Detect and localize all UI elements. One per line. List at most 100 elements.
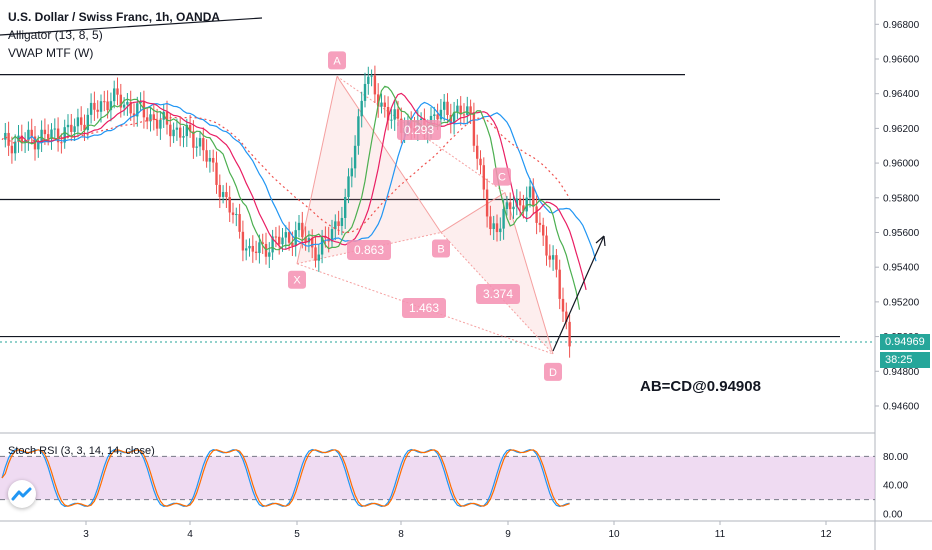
- candle-body: [136, 103, 139, 117]
- candle-body: [83, 124, 86, 131]
- candle-body: [393, 109, 396, 120]
- pattern-leg: [504, 192, 554, 355]
- candle-body: [155, 119, 159, 129]
- candle-body: [185, 124, 188, 137]
- candle-body: [76, 117, 80, 127]
- candle-body: [436, 114, 439, 120]
- candle-body: [291, 242, 294, 246]
- candle-body: [47, 134, 50, 139]
- candle-body: [251, 245, 254, 252]
- candle-body: [205, 150, 208, 162]
- x-tick-label: 8: [398, 529, 404, 540]
- candle-body: [320, 236, 324, 255]
- ratio-box: [402, 298, 446, 318]
- candle-body: [56, 128, 60, 143]
- candle-body: [192, 131, 195, 148]
- candle-body: [14, 141, 17, 154]
- candle-body: [43, 129, 47, 135]
- x-tick-label: 3: [83, 529, 89, 540]
- candle-body: [182, 136, 185, 138]
- candle-body: [324, 236, 327, 239]
- candle-body: [281, 237, 284, 245]
- candle-body: [545, 235, 548, 256]
- candle-body: [73, 126, 76, 132]
- candle-body: [396, 109, 400, 119]
- candle-body: [558, 269, 561, 299]
- x-tick-label: 5: [294, 529, 300, 540]
- candle-body: [50, 129, 53, 139]
- candle-body: [568, 321, 571, 347]
- pattern-point-label: A: [333, 55, 341, 67]
- candle-body: [495, 223, 499, 233]
- chart-title: U.S. Dollar / Swiss Franc, 1h, OANDA: [8, 10, 221, 24]
- ratio-label: 0.293: [404, 123, 434, 137]
- candle-body: [245, 248, 248, 251]
- candle-body: [462, 114, 466, 116]
- stoch-rsi-d-line: [1, 449, 570, 507]
- candle-body: [512, 206, 515, 210]
- candle-body: [7, 132, 10, 146]
- candle-body: [225, 192, 228, 198]
- pattern-point-box: [288, 270, 306, 289]
- pattern-point-box: [544, 362, 562, 381]
- candle-body: [202, 138, 205, 151]
- candle-body: [502, 208, 505, 229]
- candle-body: [479, 158, 482, 166]
- candle-body: [419, 118, 423, 121]
- alligator-lips-line: [11, 85, 581, 310]
- candle-body: [238, 214, 241, 232]
- candle-body: [443, 101, 446, 110]
- y-tick-label: 0.94600: [883, 401, 920, 412]
- candle-body: [17, 135, 20, 142]
- candle-body: [119, 94, 122, 108]
- candle-body: [433, 114, 436, 116]
- candle-body: [10, 145, 14, 154]
- candle-body: [548, 255, 551, 260]
- candle-body: [284, 232, 287, 238]
- current-price-tag: 0.94969: [880, 334, 930, 350]
- candle-body: [360, 100, 363, 117]
- candle-body: [525, 197, 528, 212]
- candle-body: [261, 242, 264, 244]
- candle-body: [542, 224, 545, 236]
- candle-body: [297, 222, 301, 231]
- pattern-point-label: B: [437, 243, 444, 255]
- candle-body: [452, 112, 456, 124]
- candle-body: [254, 251, 258, 254]
- pattern-point-label: D: [549, 367, 557, 379]
- x-tick-label: 4: [187, 529, 193, 540]
- y-tick-label: 0.95800: [883, 193, 920, 204]
- candle-body: [53, 128, 56, 130]
- candle-body: [113, 88, 116, 102]
- candle-body: [235, 214, 238, 216]
- candle-body: [439, 109, 443, 120]
- candle-body: [383, 102, 386, 107]
- candle-body: [370, 75, 373, 77]
- candle-body: [515, 198, 518, 207]
- y-tick-label: 0.94800: [883, 367, 920, 378]
- candle-body: [106, 101, 109, 111]
- candle-body: [304, 237, 307, 243]
- candle-body: [99, 101, 103, 112]
- candle-body: [340, 217, 344, 226]
- y-tick-label: 0.95200: [883, 297, 920, 308]
- candle-body: [60, 142, 63, 144]
- candle-body: [195, 146, 198, 148]
- candle-body: [228, 197, 231, 213]
- candle-body: [472, 113, 476, 146]
- candle-body: [528, 186, 532, 198]
- stoch-rsi-label: Stoch RSI (3, 3, 14, 14, close): [8, 445, 155, 457]
- candle-body: [350, 168, 353, 177]
- candle-body: [363, 83, 367, 101]
- y-tick-label: 0.96000: [883, 159, 920, 170]
- candle-body: [215, 162, 218, 185]
- tradingview-logo-icon[interactable]: [8, 480, 36, 508]
- x-tick-label: 11: [715, 529, 726, 540]
- candle-body: [446, 101, 449, 116]
- candle-body: [212, 157, 215, 163]
- projection-arrow-head: [595, 235, 606, 247]
- candle-body: [274, 236, 278, 238]
- candle-body: [248, 245, 251, 249]
- candle-body: [241, 231, 245, 251]
